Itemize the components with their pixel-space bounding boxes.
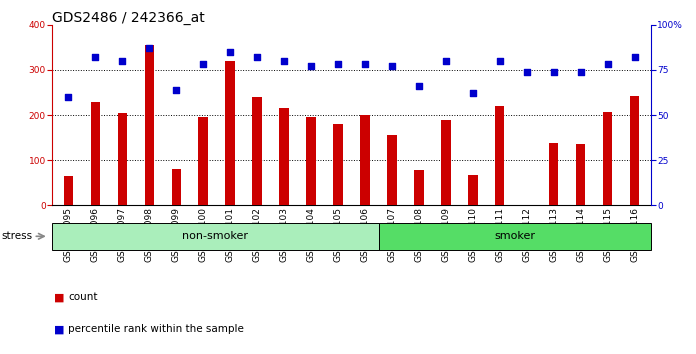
Bar — [361, 115, 370, 205]
Point — [548, 69, 560, 75]
Bar — [226, 61, 235, 205]
Bar — [52, 223, 379, 250]
Point — [467, 91, 478, 96]
Bar — [387, 135, 397, 205]
Point — [602, 62, 613, 67]
Point — [494, 58, 505, 64]
Bar — [90, 102, 100, 205]
Bar — [118, 113, 127, 205]
Point — [629, 55, 640, 60]
Bar — [603, 112, 612, 205]
Point — [63, 94, 74, 100]
Bar — [171, 169, 181, 205]
Bar — [630, 96, 640, 205]
Bar — [495, 106, 505, 205]
Text: GDS2486 / 242366_at: GDS2486 / 242366_at — [52, 11, 205, 25]
Point — [333, 62, 344, 67]
Bar — [414, 170, 424, 205]
Bar — [333, 124, 342, 205]
Bar — [576, 144, 585, 205]
Point — [441, 58, 452, 64]
Point — [198, 62, 209, 67]
Bar — [379, 223, 651, 250]
Bar — [549, 143, 558, 205]
Point — [143, 45, 155, 51]
Bar — [198, 117, 208, 205]
Point — [386, 63, 397, 69]
Text: percentile rank within the sample: percentile rank within the sample — [68, 324, 244, 334]
Bar — [253, 97, 262, 205]
Point — [413, 83, 425, 89]
Text: non-smoker: non-smoker — [182, 231, 248, 241]
Point — [359, 62, 370, 67]
Bar — [145, 45, 154, 205]
Text: count: count — [68, 292, 97, 302]
Bar — [468, 175, 477, 205]
Point — [225, 49, 236, 55]
Point — [306, 63, 317, 69]
Bar — [279, 108, 289, 205]
Point — [90, 55, 101, 60]
Bar — [63, 176, 73, 205]
Point — [171, 87, 182, 93]
Text: ■: ■ — [54, 292, 65, 302]
Text: stress: stress — [1, 231, 33, 241]
Point — [251, 55, 262, 60]
Bar — [306, 117, 316, 205]
Text: smoker: smoker — [494, 231, 535, 241]
Point — [278, 58, 290, 64]
Bar — [441, 120, 450, 205]
Point — [521, 69, 532, 75]
Text: ■: ■ — [54, 324, 65, 334]
Point — [117, 58, 128, 64]
Point — [575, 69, 586, 75]
